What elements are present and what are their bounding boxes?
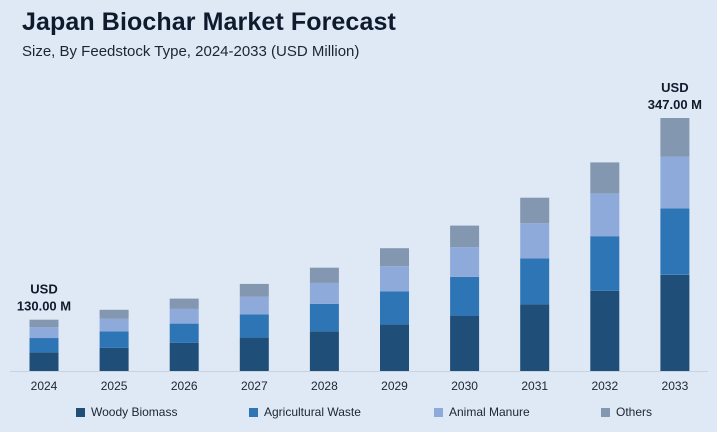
bar-2028-series-0: [309, 331, 339, 371]
bar-2030-series-1: [450, 276, 480, 316]
x-tick-label: 2027: [241, 379, 268, 393]
bar-2030-series-0: [450, 315, 480, 371]
x-tick-label: 2032: [591, 379, 618, 393]
bar-2028-series-2: [309, 282, 339, 304]
bar-2030-series-2: [450, 247, 480, 277]
bar-2033-series-2: [660, 156, 690, 209]
bar-2030-series-3: [450, 225, 480, 248]
legend-label: Agricultural Waste: [264, 405, 361, 419]
legend-item-3: Others: [601, 405, 652, 419]
bar-2024-series-1: [29, 338, 59, 353]
bar-2029-series-0: [380, 324, 409, 371]
bar-2027-series-0: [239, 337, 269, 371]
bar-2032-series-3: [590, 162, 620, 194]
bar-2027-series-1: [239, 314, 269, 338]
bar-2029-series-3: [380, 248, 409, 267]
bar-2024-series-0: [29, 352, 59, 371]
bar-2031-series-0: [520, 304, 550, 371]
bar-2031-series-2: [520, 223, 550, 259]
bar-2028-series-3: [309, 267, 339, 283]
bar-2026-series-3: [169, 298, 199, 309]
chart-subtitle: Size, By Feedstock Type, 2024-2033 (USD …: [22, 43, 360, 60]
bar-2027-series-2: [239, 296, 269, 315]
bar-2025-series-2: [99, 318, 129, 332]
legend-item-2: Animal Manure: [434, 405, 530, 419]
legend-swatch: [601, 407, 610, 417]
bar-2024-series-2: [29, 327, 59, 339]
bar-2025-series-1: [99, 331, 129, 348]
legend-swatch: [249, 407, 258, 417]
total-annotation-currency: USD: [661, 80, 688, 95]
legend-label: Animal Manure: [449, 405, 530, 419]
chart-title: Japan Biochar Market Forecast: [22, 8, 396, 36]
bar-2024-series-3: [29, 319, 59, 328]
bar-2031-series-3: [520, 197, 550, 224]
bar-2033-series-3: [660, 118, 690, 157]
total-annotation-value: 347.00 M: [648, 97, 702, 112]
bar-2031-series-1: [520, 258, 550, 305]
legend-swatch: [434, 407, 443, 417]
bar-2026-series-0: [169, 342, 199, 371]
bar-2032-series-1: [590, 236, 620, 291]
bar-2033-series-0: [660, 274, 690, 371]
bar-2026-series-2: [169, 308, 199, 324]
chart-legend: Woody Biomass Agricultural Waste Animal Ma…: [0, 405, 717, 423]
x-tick-label: 2029: [381, 379, 408, 393]
x-tick-label: 2028: [311, 379, 338, 393]
bar-2025-series-0: [99, 347, 129, 371]
legend-swatch: [76, 407, 85, 417]
x-tick-label: 2024: [31, 379, 58, 393]
bar-2033-series-1: [660, 208, 690, 275]
bar-2026-series-1: [169, 323, 199, 343]
stacked-bar-chart: 2024 2025 2026 2027 2028 2029 2030 2031 2032 2033…: [10, 80, 708, 393]
x-tick-label: 2030: [451, 379, 478, 393]
bar-2029-series-2: [380, 266, 409, 292]
legend-label: Others: [616, 405, 653, 419]
total-annotation-value: 130.00 M: [17, 299, 71, 314]
total-annotation-currency: USD: [30, 282, 57, 297]
x-tick-label: 2025: [101, 379, 128, 393]
x-tick-label: 2031: [521, 379, 548, 393]
bar-2032-series-2: [590, 193, 620, 237]
legend-item-0: Woody Biomass: [76, 405, 177, 419]
x-tick-label: 2026: [171, 379, 198, 393]
x-tick-label: 2033: [662, 379, 689, 393]
bar-2027-series-3: [239, 283, 269, 297]
legend-item-1: Agricultural Waste: [249, 405, 361, 419]
bar-2029-series-1: [380, 291, 409, 325]
bar-2028-series-1: [309, 303, 339, 332]
bar-2025-series-3: [99, 309, 129, 319]
bar-2032-series-0: [590, 290, 620, 371]
legend-label: Woody Biomass: [91, 405, 178, 419]
